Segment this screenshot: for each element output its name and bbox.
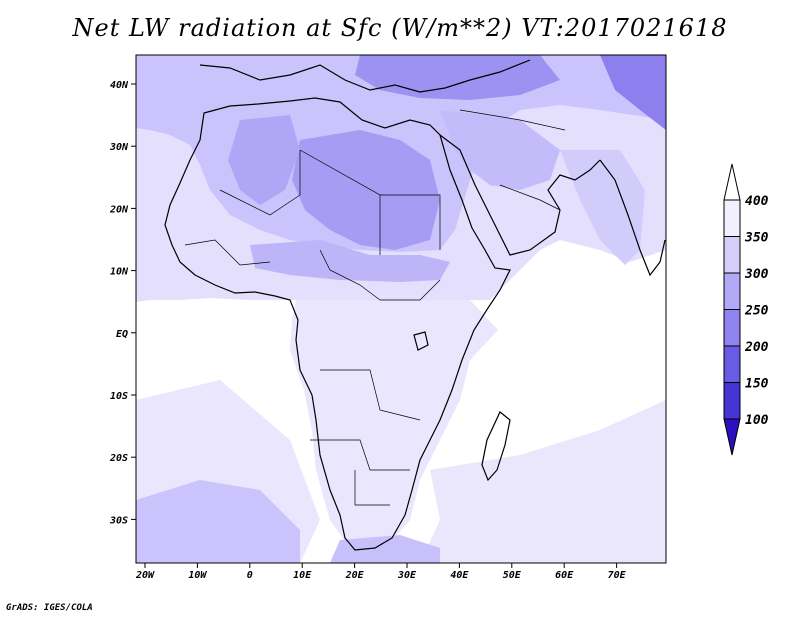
y-tick-label: 30S <box>109 515 128 526</box>
europe-coastline <box>199 59 531 93</box>
colorbar-label: 350 <box>744 231 769 246</box>
y-tick-label: 10N <box>110 267 129 278</box>
border-segment <box>219 150 301 216</box>
shade-medium-southatlantic <box>136 480 300 563</box>
border-segment <box>380 194 441 250</box>
x-tick-label: 70E <box>608 570 627 581</box>
border-segment <box>354 470 390 506</box>
x-tick-label: 30E <box>397 570 417 581</box>
colorbar-label: 200 <box>744 340 769 355</box>
shade-dark-asia <box>600 55 666 130</box>
shade-light-africa-south <box>290 300 498 548</box>
colorbar-label: 250 <box>744 304 769 319</box>
africa-coastline <box>164 97 511 551</box>
colorbar-label: 300 <box>744 267 769 282</box>
y-tick-label: 20N <box>109 204 129 215</box>
border-segment <box>184 239 271 266</box>
shade-medium-capesea <box>330 535 440 563</box>
chart-title: Net LW radiation at Sfc (W/m**2) VT:2017… <box>72 14 728 42</box>
x-tick-label: 50E <box>503 570 522 581</box>
colorbar: 400 350 300 250 200 150 100 <box>723 163 769 456</box>
colorbar-bottom-arrow <box>723 418 741 456</box>
x-tick-label: 60E <box>555 570 574 581</box>
colorbar-label: 100 <box>745 413 769 428</box>
madagascar-coastline <box>481 411 511 482</box>
colorbar-segment <box>723 382 741 420</box>
border-segment <box>499 184 561 211</box>
x-tick-label: 40E <box>450 570 469 581</box>
colorbar-top-arrow <box>723 163 741 201</box>
y-axis: 40N 30N 20N 10N EQ 10S 20S 30S <box>109 80 136 526</box>
shade-medium-arabia <box>440 110 560 190</box>
colorbar-segment <box>723 345 741 383</box>
colorbar-segment <box>723 236 741 274</box>
x-tick-label: 20E <box>345 570 365 581</box>
border-segment <box>459 109 566 131</box>
x-axis: 20W 10W 0 10E 20E 30E 40E 50E 60E 70E <box>135 563 627 581</box>
india-coastline <box>599 159 666 277</box>
colorbar-label: 150 <box>745 377 769 392</box>
x-tick-label: 20W <box>135 570 155 581</box>
lake-victoria <box>413 331 429 351</box>
shade-dark-centralsahara <box>292 130 440 250</box>
shade-medium-india <box>560 150 645 265</box>
y-tick-label: 10S <box>110 391 128 402</box>
colorbar-label: 400 <box>745 194 769 209</box>
x-tick-label: 0 <box>247 570 253 581</box>
map-area <box>136 55 666 563</box>
shade-dark-westsahara <box>228 115 300 205</box>
y-tick-label: 30N <box>109 142 129 153</box>
colorbar-segment <box>723 309 741 347</box>
map-frame <box>135 54 667 564</box>
coastlines <box>164 59 666 551</box>
colorbar-segment <box>723 199 741 237</box>
x-tick-label: 10W <box>188 570 207 581</box>
arabia-coastline <box>439 134 601 256</box>
x-tick-label: 10E <box>293 570 312 581</box>
border-segment <box>320 369 421 421</box>
y-tick-label: EQ <box>116 329 128 340</box>
border-segment <box>319 249 381 301</box>
border-segment <box>380 279 441 301</box>
credit-text: GrADS: IGES/COLA <box>6 603 93 613</box>
shade-medium-sahel <box>250 240 450 282</box>
y-tick-label: 20S <box>109 453 128 464</box>
y-tick-label: 40N <box>110 80 129 91</box>
colorbar-segment <box>723 272 741 310</box>
shade-ocean-southeast <box>420 400 666 563</box>
border-segment <box>310 439 410 471</box>
country-borders <box>184 109 566 506</box>
